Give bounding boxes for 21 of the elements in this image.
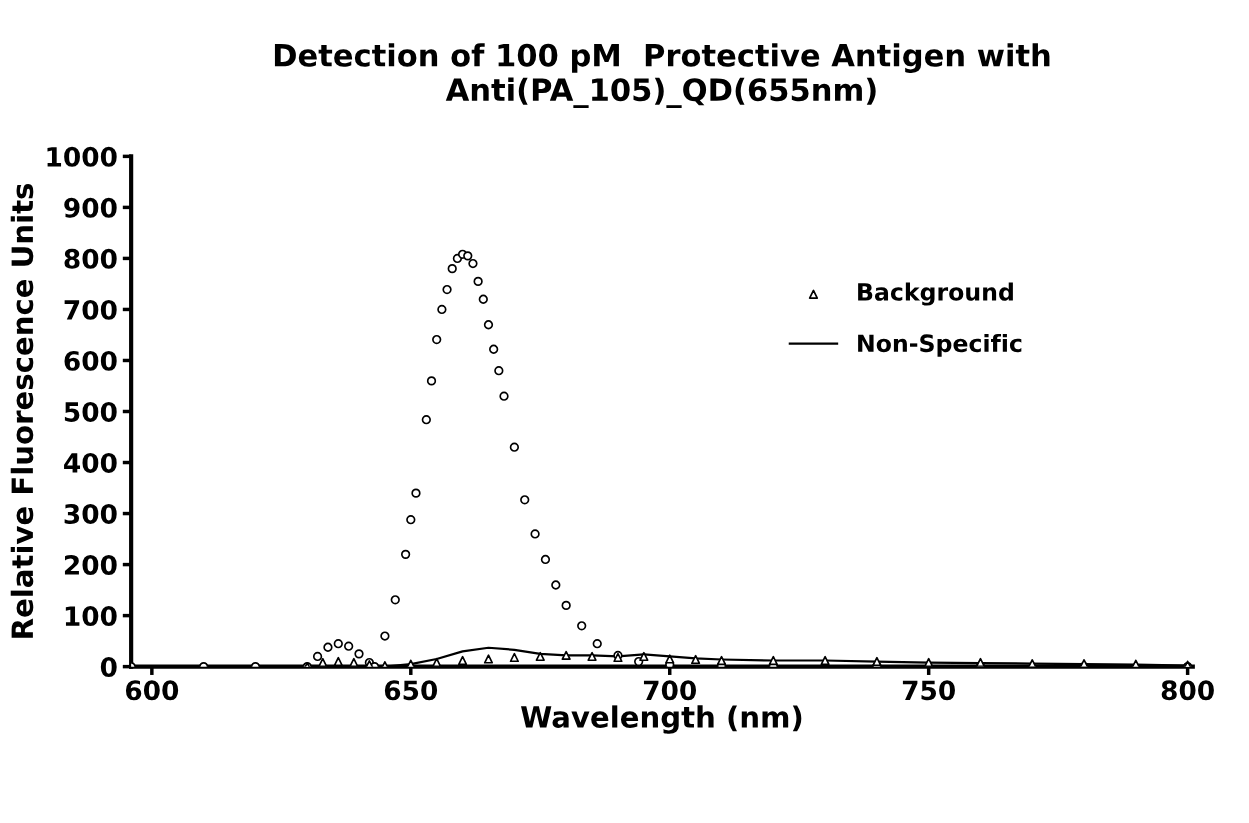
y-tick-label: 800: [64, 248, 117, 269]
y-tick-label: 500: [64, 401, 117, 422]
chart-title: Detection of 100 pM Protective Antigen with Anti(PA_105)_QD(655nm): [274, 43, 1050, 109]
x-tick-label: 700: [643, 680, 697, 701]
y-tick-label: 100: [65, 606, 117, 626]
legend-label: Non-Specific: [858, 333, 1022, 357]
x-tick-label: 800: [1161, 680, 1214, 701]
y-tick-label: 900: [64, 197, 117, 218]
y-tick-label: 300: [64, 503, 117, 524]
y-tick-label: 200: [64, 555, 117, 575]
y-tick-label: 400: [64, 452, 117, 473]
x-tick-label: 750: [902, 680, 955, 701]
x-tick-label: 600: [125, 680, 179, 701]
y-tick-label: 1000: [47, 146, 117, 167]
legend-label: Background: [858, 282, 1013, 306]
y-tick-label: 700: [64, 299, 117, 320]
x-axis-title: Wavelength (nm): [521, 705, 802, 734]
x-tick-label: 650: [384, 680, 438, 701]
y-tick-label: 0: [100, 657, 117, 678]
y-axis-title: Relative Fluorescence Units: [10, 183, 34, 638]
y-tick-label: 600: [64, 350, 117, 371]
